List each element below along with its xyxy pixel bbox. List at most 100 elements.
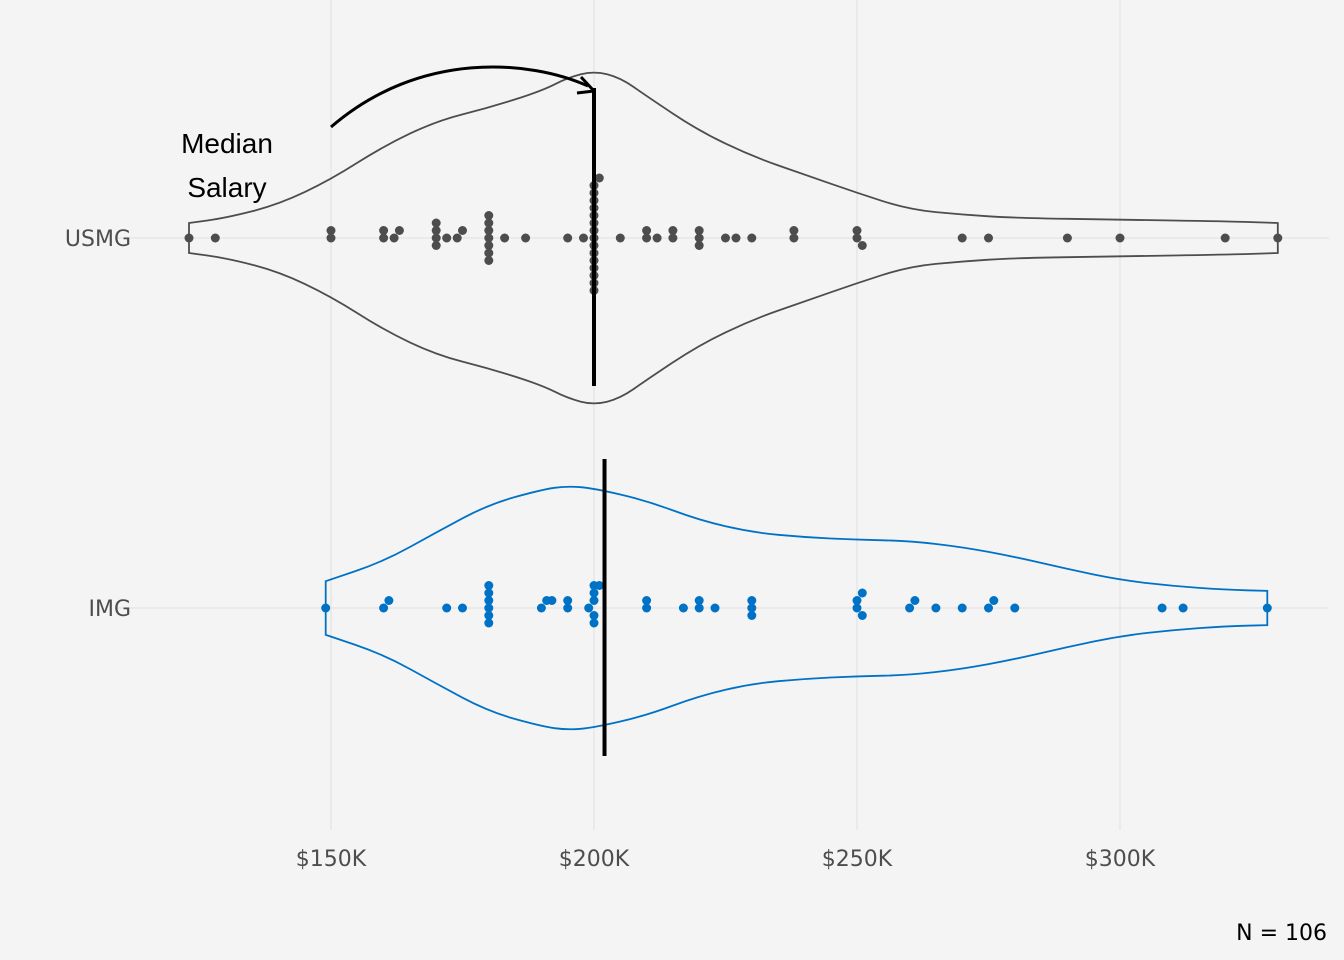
violins: [188, 71, 1279, 731]
data-point-usmg: [326, 233, 336, 243]
data-point-img: [484, 596, 494, 605]
data-point-img: [852, 596, 862, 605]
data-point-img: [484, 603, 494, 613]
data-point-usmg: [1062, 233, 1072, 243]
y-tick-label: IMG: [88, 597, 131, 622]
data-point-img: [1157, 603, 1167, 613]
data-point-img: [747, 596, 757, 605]
data-point-img: [484, 618, 494, 628]
data-point-usmg: [484, 226, 494, 235]
data-point-usmg: [789, 233, 799, 243]
data-point-img: [594, 581, 604, 590]
data-point-usmg: [1273, 233, 1283, 243]
data-point-usmg: [394, 226, 404, 235]
data-point-usmg: [442, 233, 452, 243]
data-point-usmg: [389, 233, 399, 243]
data-point-usmg: [458, 226, 467, 235]
data-point-img: [852, 603, 862, 613]
data-point-img: [1010, 603, 1020, 613]
data-point-usmg: [694, 233, 704, 243]
annotation-arrow: [330, 65, 589, 129]
data-point-usmg: [484, 241, 494, 250]
data-point-usmg: [379, 226, 389, 235]
data-point-usmg: [721, 233, 730, 243]
data-point-usmg: [642, 226, 652, 235]
data-point-usmg: [642, 233, 652, 243]
median-lines: [592, 88, 607, 756]
data-point-img: [1178, 603, 1188, 613]
median-annotation: Median Salary: [181, 65, 596, 203]
data-point-img: [458, 603, 467, 613]
x-tick-label: $250K: [822, 847, 893, 872]
data-point-usmg: [379, 233, 389, 243]
data-point-usmg: [852, 233, 862, 243]
data-point-img: [384, 596, 394, 605]
data-point-img: [379, 603, 389, 613]
data-point-usmg: [484, 248, 494, 258]
data-point-img: [694, 596, 704, 605]
data-point-usmg: [789, 226, 799, 235]
data-point-usmg: [852, 226, 862, 235]
data-point-usmg: [452, 233, 462, 243]
data-point-img: [694, 603, 704, 613]
data-point-usmg: [484, 233, 494, 243]
data-point-usmg: [500, 233, 510, 243]
data-point-img: [1262, 603, 1272, 613]
annotation-label-line1: Median: [181, 128, 273, 159]
data-point-usmg: [431, 218, 441, 228]
x-tick-label: $300K: [1085, 847, 1156, 872]
data-point-usmg: [668, 226, 678, 235]
data-point-img: [442, 603, 452, 613]
data-point-usmg: [431, 226, 441, 235]
data-point-usmg: [484, 211, 494, 220]
data-point-img: [747, 603, 757, 613]
data-point-usmg: [668, 233, 678, 243]
data-point-usmg: [210, 233, 220, 243]
x-axis-tick-labels: $150K $200K $250K $300K: [296, 847, 1156, 872]
data-point-usmg: [652, 233, 662, 243]
data-point-img: [484, 581, 494, 590]
y-tick-label: USMG: [65, 227, 131, 252]
data-point-img: [984, 603, 993, 613]
data-point-img: [484, 611, 494, 620]
data-point-usmg: [1220, 233, 1230, 243]
data-point-img: [563, 596, 573, 605]
data-point-usmg: [957, 233, 967, 243]
data-point-img: [989, 596, 999, 605]
data-point-img: [857, 588, 867, 598]
data-point-usmg: [184, 233, 194, 243]
data-point-img: [957, 603, 967, 613]
data-point-usmg: [694, 226, 704, 235]
data-point-img: [536, 603, 546, 613]
data-point-usmg: [594, 173, 604, 183]
data-point-img: [905, 603, 915, 613]
data-point-usmg: [521, 233, 531, 243]
data-point-usmg: [326, 226, 336, 235]
violin-img: [324, 485, 1269, 731]
annotation-label-line2: Salary: [187, 172, 266, 203]
data-point-img: [710, 603, 720, 613]
data-point-usmg: [484, 218, 494, 228]
data-point-img: [584, 603, 594, 613]
data-point-img: [589, 588, 599, 598]
data-point-usmg: [747, 233, 757, 243]
data-point-img: [910, 596, 920, 605]
data-point-usmg: [484, 256, 494, 265]
x-tick-label: $200K: [559, 847, 630, 872]
data-point-usmg: [563, 233, 573, 243]
x-tick-label: $150K: [296, 847, 367, 872]
data-point-img: [747, 611, 757, 620]
y-axis-tick-labels: USMG IMG: [65, 227, 131, 622]
data-point-img: [642, 596, 652, 605]
data-point-img: [589, 596, 599, 605]
data-point-img: [321, 603, 331, 613]
data-point-img: [563, 603, 573, 613]
data-point-usmg: [1115, 233, 1125, 243]
data-point-img: [678, 603, 688, 613]
data-point-img: [547, 596, 557, 605]
data-point-usmg: [694, 241, 704, 250]
data-point-usmg: [579, 233, 588, 243]
data-point-img: [857, 611, 867, 620]
data-point-img: [589, 611, 599, 620]
